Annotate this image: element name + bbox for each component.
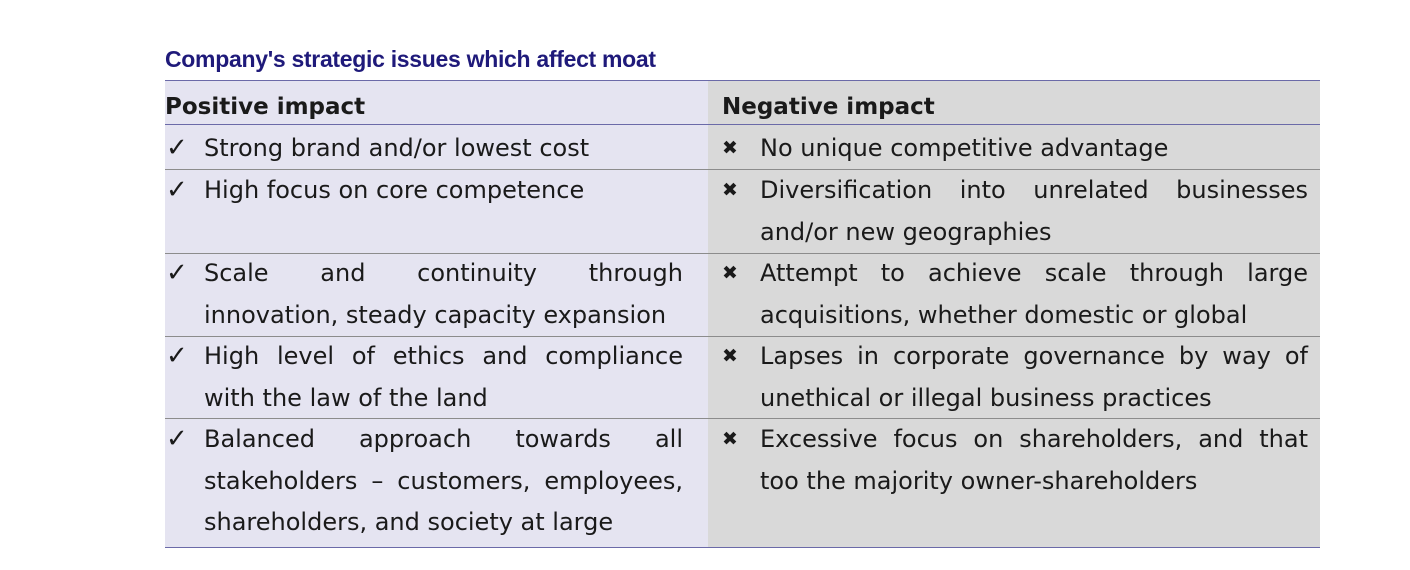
table-row: ✓ Balanced approach towards all stakehol… bbox=[165, 419, 1320, 544]
negative-column-background bbox=[708, 81, 1320, 547]
table-row: ✓ High level of ethics and compliance wi… bbox=[165, 336, 1320, 418]
negative-cell: Excessive focus on shareholders, and tha… bbox=[760, 425, 1308, 495]
positive-cell: Balanced approach towards all stakeholde… bbox=[204, 425, 683, 536]
positive-column-background bbox=[165, 81, 708, 547]
negative-cell: Diversification into unrelated businesse… bbox=[760, 176, 1308, 246]
row-divider bbox=[165, 169, 1320, 170]
table-row: ✓ High focus on core competence ✖ Divers… bbox=[165, 170, 1320, 253]
table-row: ✓ Scale and continuity through innovatio… bbox=[165, 253, 1320, 336]
cross-icon: ✖ bbox=[722, 345, 738, 367]
header-divider bbox=[165, 124, 1320, 125]
table-row: ✓ Strong brand and/or lowest cost ✖ No u… bbox=[165, 128, 1320, 169]
positive-impact-header: Positive impact bbox=[165, 94, 366, 120]
negative-cell: Lapses in corporate governance by way of… bbox=[760, 342, 1308, 412]
positive-cell: Strong brand and/or lowest cost bbox=[204, 134, 590, 162]
check-icon: ✓ bbox=[166, 258, 188, 288]
row-divider bbox=[165, 336, 1320, 337]
negative-cell: No unique competitive advantage bbox=[760, 134, 1169, 162]
negative-cell: Attempt to achieve scale through large a… bbox=[760, 259, 1308, 329]
check-icon: ✓ bbox=[166, 175, 188, 205]
cross-icon: ✖ bbox=[722, 262, 738, 284]
check-icon: ✓ bbox=[166, 424, 188, 454]
table-title: Company's strategic issues which affect … bbox=[165, 46, 656, 72]
cross-icon: ✖ bbox=[722, 137, 738, 159]
negative-impact-header: Negative impact bbox=[722, 94, 935, 120]
row-divider bbox=[165, 418, 1320, 419]
positive-cell: High level of ethics and compliance with… bbox=[204, 342, 683, 412]
moat-issues-table: Positive impact Negative impact ✓ Strong… bbox=[165, 80, 1320, 548]
cross-icon: ✖ bbox=[722, 179, 738, 201]
positive-cell: Scale and continuity through innovation,… bbox=[204, 259, 683, 329]
row-divider bbox=[165, 253, 1320, 254]
cross-icon: ✖ bbox=[722, 428, 738, 450]
check-icon: ✓ bbox=[166, 133, 188, 163]
check-icon: ✓ bbox=[166, 341, 188, 371]
positive-cell: High focus on core competence bbox=[204, 176, 585, 204]
